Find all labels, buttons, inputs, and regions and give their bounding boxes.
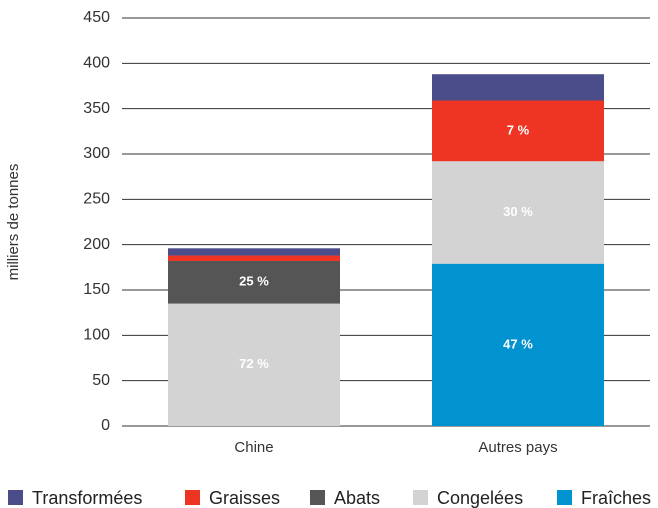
y-tick-label: 200: [83, 236, 110, 253]
y-tick-label: 100: [83, 327, 110, 344]
legend-label: Abats: [334, 488, 380, 508]
bar-segment: [168, 303, 340, 426]
data-label: 47 %: [503, 336, 533, 351]
bar-segment: [168, 260, 340, 304]
y-tick-label: 350: [83, 100, 110, 117]
legend-label: Transformées: [32, 488, 142, 508]
y-tick-label: 250: [83, 191, 110, 208]
data-label: 25 %: [239, 274, 269, 289]
bar-segment: [432, 74, 604, 101]
bar-segment: [432, 161, 604, 264]
legend-swatch: [8, 490, 23, 505]
legend-swatch: [310, 490, 325, 505]
legend-label: Congelées: [437, 488, 523, 508]
legend-swatch: [557, 490, 572, 505]
data-label: 7 %: [507, 122, 530, 137]
x-tick-label: Chine: [234, 439, 273, 456]
legend-label: Fraîches: [581, 488, 651, 508]
legend-swatch: [185, 490, 200, 505]
y-tick-label: 400: [83, 55, 110, 72]
data-label: 30 %: [503, 204, 533, 219]
y-tick-label: 150: [83, 281, 110, 298]
y-tick-label: 300: [83, 145, 110, 162]
y-tick-label: 0: [101, 417, 110, 434]
bar-segment: [168, 255, 340, 261]
bar-segment: [432, 100, 604, 162]
bar-segment: [432, 263, 604, 426]
x-tick-label: Autres pays: [478, 439, 557, 456]
bar-segment: [168, 248, 340, 256]
y-axis-label: milliers de tonnes: [5, 164, 22, 281]
y-tick-label: 450: [83, 9, 110, 26]
legend-swatch: [413, 490, 428, 505]
legend-label: Graisses: [209, 488, 280, 508]
data-label: 72 %: [239, 356, 269, 371]
y-tick-label: 50: [92, 372, 110, 389]
